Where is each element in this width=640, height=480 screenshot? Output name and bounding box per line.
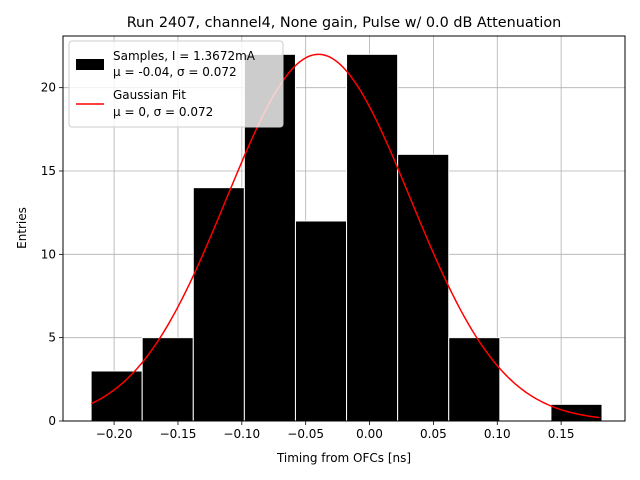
y-axis-label: Entries xyxy=(15,207,29,249)
legend-samples-label: Samples, I = 1.3672mA xyxy=(113,49,256,63)
x-tick-label: 0.05 xyxy=(420,427,447,441)
histogram-bar xyxy=(550,403,603,422)
y-tick-label: 20 xyxy=(41,81,56,95)
legend: Samples, I = 1.3672mA μ = -0.04, σ = 0.0… xyxy=(68,40,284,128)
x-axis-label: Timing from OFCs [ns] xyxy=(276,451,411,465)
y-tick-label: 15 xyxy=(41,164,56,178)
y-axis-ticks: 0 5 10 15 20 xyxy=(41,81,63,428)
y-tick-label: 5 xyxy=(48,331,56,345)
histogram-bar xyxy=(294,220,348,422)
x-tick-label: −0.10 xyxy=(223,427,260,441)
histogram-bar xyxy=(141,337,194,422)
y-tick-label: 0 xyxy=(48,414,56,428)
x-tick-label: −0.05 xyxy=(287,427,324,441)
histogram-bar xyxy=(90,370,143,422)
legend-box xyxy=(68,40,284,128)
legend-samples-detail: μ = -0.04, σ = 0.072 xyxy=(113,65,237,79)
legend-fit-detail: μ = 0, σ = 0.072 xyxy=(113,105,213,119)
axes-frame xyxy=(62,35,626,422)
legend-fit-label: Gaussian Fit xyxy=(113,88,186,102)
x-tick-label: 0.15 xyxy=(548,427,575,441)
histogram-bar xyxy=(397,153,450,422)
histogram-bar xyxy=(346,53,399,422)
x-tick-label: −0.20 xyxy=(96,427,133,441)
histogram-bar xyxy=(448,337,501,422)
x-tick-label: 0.00 xyxy=(356,427,383,441)
x-tick-label: −0.15 xyxy=(160,427,197,441)
x-axis-ticks: −0.20 −0.15 −0.10 −0.05 0.00 0.05 0.10 0.15 xyxy=(96,421,575,441)
legend-samples-swatch xyxy=(76,59,104,70)
gaussian-fit-line xyxy=(90,53,600,419)
x-tick-label: 0.10 xyxy=(484,427,511,441)
y-tick-label: 10 xyxy=(41,247,56,261)
histogram-bar xyxy=(192,187,245,422)
chart-title: Run 2407, channel4, None gain, Pulse w/ … xyxy=(127,15,562,31)
